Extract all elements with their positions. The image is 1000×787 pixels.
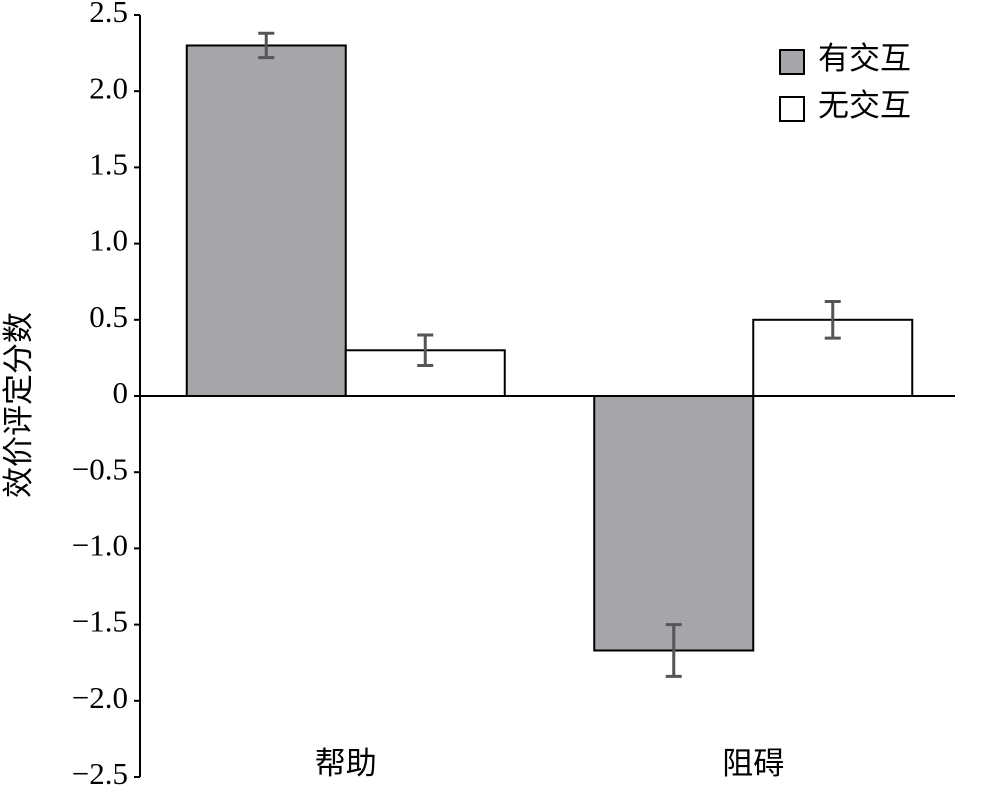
bar — [593, 395, 755, 652]
y-tick-label: −2.0 — [72, 680, 128, 715]
x-tick-label: 阻碍 — [722, 746, 784, 781]
error-bar — [258, 31, 275, 60]
error-bar — [665, 623, 682, 678]
bar — [185, 44, 347, 397]
legend-swatch — [779, 49, 805, 75]
y-tick-label: 2.5 — [89, 0, 128, 29]
error-bar — [824, 300, 841, 340]
y-tick-label: −0.5 — [72, 451, 128, 486]
y-tick-label: −2.5 — [72, 756, 128, 787]
error-bar — [417, 333, 434, 368]
legend-swatch — [779, 96, 805, 122]
y-tick-label: 1.0 — [89, 223, 128, 258]
x-tick-label: 帮助 — [315, 746, 377, 781]
y-tick-label: 2.0 — [89, 70, 128, 105]
legend-label: 无交互 — [818, 88, 911, 123]
y-tick-label: −1.5 — [72, 604, 128, 639]
y-tick-label: 0.5 — [89, 299, 128, 334]
y-tick-label: 0 — [113, 375, 129, 410]
y-tick-label: 1.5 — [89, 147, 128, 182]
legend-label: 有交互 — [818, 41, 911, 76]
y-axis-label: 效价评定分数 — [1, 312, 36, 498]
y-tick-label: −1.0 — [72, 528, 128, 563]
